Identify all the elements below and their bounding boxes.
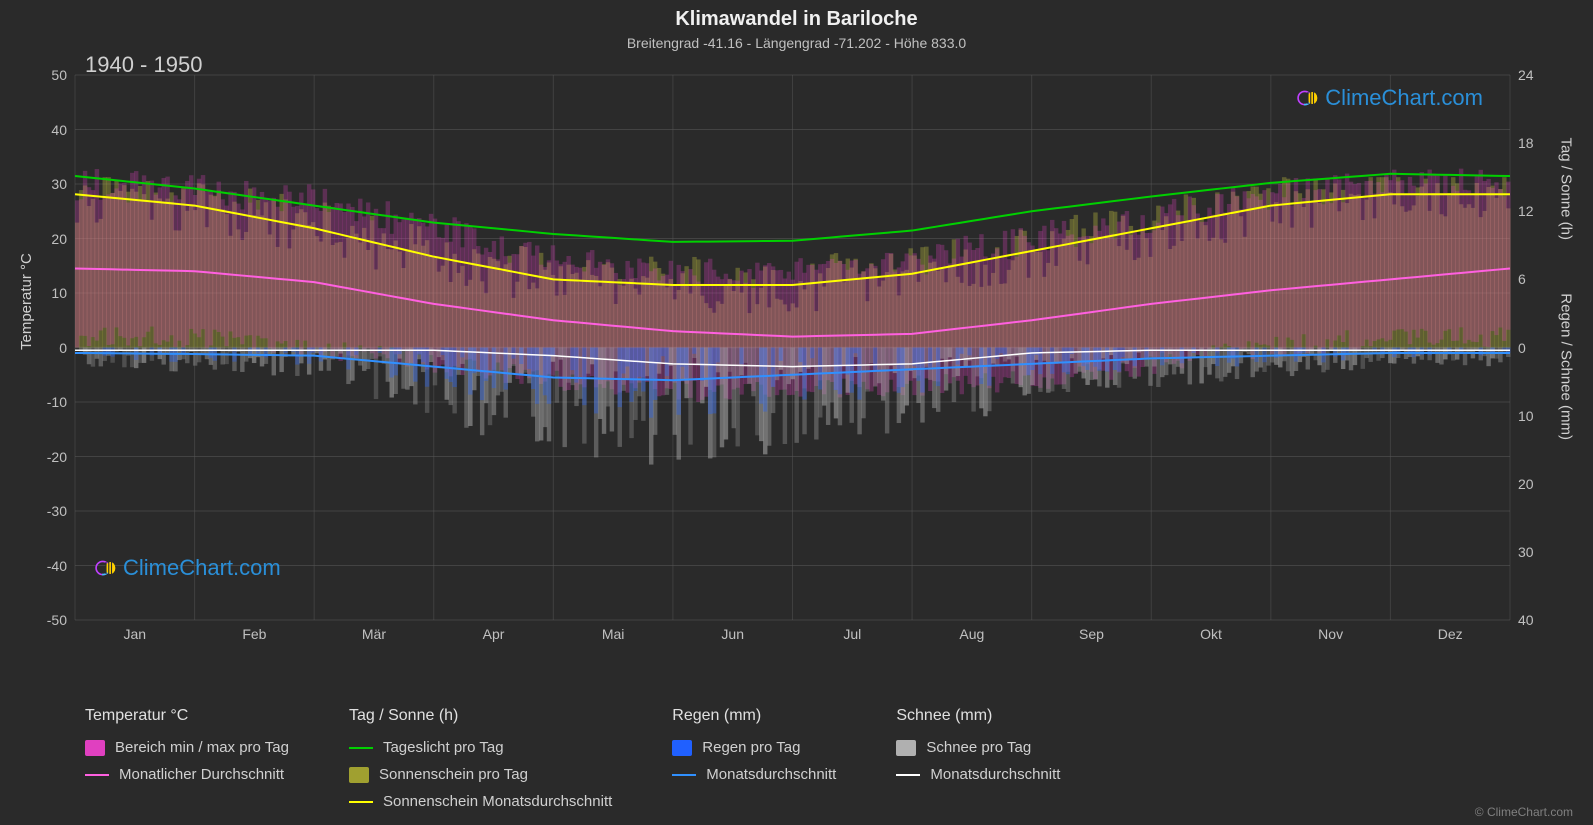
- y-tick-left: 20: [37, 231, 67, 247]
- y-axis-right-top-label: Tag / Sonne (h): [1558, 137, 1575, 240]
- legend-swatch: [896, 740, 916, 756]
- x-tick-month: Aug: [942, 626, 1002, 642]
- legend-swatch: [85, 774, 109, 776]
- logo-icon: [95, 557, 117, 579]
- legend-item: Monatlicher Durchschnitt: [85, 766, 289, 783]
- x-tick-month: Mai: [583, 626, 643, 642]
- legend-label: Regen pro Tag: [702, 739, 800, 756]
- y-tick-left: 0: [37, 340, 67, 356]
- legend-item: Schnee pro Tag: [896, 739, 1060, 756]
- x-tick-month: Nov: [1301, 626, 1361, 642]
- legend-header: Schnee (mm): [896, 707, 1060, 725]
- legend-item: Monatsdurchschnitt: [896, 766, 1060, 783]
- legend-swatch: [672, 740, 692, 756]
- legend-group: Temperatur °C Bereich min / max pro Tag Mo…: [85, 707, 289, 810]
- y-tick-right-top: 12: [1518, 203, 1548, 219]
- x-tick-month: Sep: [1061, 626, 1121, 642]
- y-axis-right-bottom-label: Regen / Schnee (mm): [1558, 293, 1575, 440]
- y-tick-right-top: 18: [1518, 135, 1548, 151]
- y-tick-left: 10: [37, 285, 67, 301]
- chart-svg: [75, 75, 1510, 620]
- y-tick-left: 30: [37, 176, 67, 192]
- y-tick-right-top: 6: [1518, 271, 1548, 287]
- legend-label: Bereich min / max pro Tag: [115, 739, 289, 756]
- legend-swatch: [896, 774, 920, 776]
- legend-label: Sonnenschein pro Tag: [379, 766, 528, 783]
- legend-item: Sonnenschein pro Tag: [349, 766, 612, 783]
- legend-group: Schnee (mm) Schnee pro Tag Monatsdurchschn…: [896, 707, 1060, 810]
- chart-subtitle: Breitengrad -41.16 - Längengrad -71.202 …: [0, 35, 1593, 51]
- legend-item: Regen pro Tag: [672, 739, 836, 756]
- legend-item: Monatsdurchschnitt: [672, 766, 836, 783]
- y-tick-right-bottom: 10: [1518, 408, 1548, 424]
- legend-swatch: [672, 774, 696, 776]
- y-tick-left: -30: [37, 503, 67, 519]
- logo-icon: [1297, 87, 1319, 109]
- y-tick-left: -40: [37, 558, 67, 574]
- legend-swatch: [85, 740, 105, 756]
- watermark-text: ClimeChart.com: [123, 555, 281, 581]
- chart-title: Klimawandel in Bariloche: [0, 8, 1593, 31]
- x-tick-month: Apr: [464, 626, 524, 642]
- credit: © ClimeChart.com: [1475, 805, 1573, 819]
- legend-label: Monatsdurchschnitt: [930, 766, 1060, 783]
- y-axis-left-label: Temperatur °C: [18, 253, 35, 350]
- legend-item: Sonnenschein Monatsdurchschnitt: [349, 793, 612, 810]
- legend: Temperatur °C Bereich min / max pro Tag Mo…: [85, 707, 1553, 810]
- watermark-bottom: ClimeChart.com: [95, 555, 281, 581]
- x-tick-month: Okt: [1181, 626, 1241, 642]
- legend-group: Regen (mm) Regen pro Tag Monatsdurchschnit…: [672, 707, 836, 810]
- legend-label: Monatsdurchschnitt: [706, 766, 836, 783]
- x-tick-month: Mär: [344, 626, 404, 642]
- y-tick-right-bottom: 20: [1518, 476, 1548, 492]
- legend-label: Schnee pro Tag: [926, 739, 1031, 756]
- y-tick-right-bottom: 40: [1518, 612, 1548, 628]
- legend-header: Tag / Sonne (h): [349, 707, 612, 725]
- y-tick-left: -10: [37, 394, 67, 410]
- legend-swatch: [349, 767, 369, 783]
- y-tick-right-bottom: 30: [1518, 544, 1548, 560]
- x-tick-month: Jul: [822, 626, 882, 642]
- y-tick-right-top: 24: [1518, 67, 1548, 83]
- legend-header: Regen (mm): [672, 707, 836, 725]
- legend-header: Temperatur °C: [85, 707, 289, 725]
- plot-area: [75, 75, 1510, 620]
- x-tick-month: Feb: [224, 626, 284, 642]
- y-tick-right-top: 0: [1518, 340, 1548, 356]
- x-tick-month: Dez: [1420, 626, 1480, 642]
- legend-item: Bereich min / max pro Tag: [85, 739, 289, 756]
- y-tick-left: 50: [37, 67, 67, 83]
- legend-label: Sonnenschein Monatsdurchschnitt: [383, 793, 612, 810]
- x-tick-month: Jan: [105, 626, 165, 642]
- legend-swatch: [349, 747, 373, 749]
- y-tick-left: -50: [37, 612, 67, 628]
- watermark-text: ClimeChart.com: [1325, 85, 1483, 111]
- y-tick-left: 40: [37, 122, 67, 138]
- climate-chart: Klimawandel in Bariloche Breitengrad -41…: [0, 0, 1593, 825]
- legend-group: Tag / Sonne (h) Tageslicht pro Tag Sonnens…: [349, 707, 612, 810]
- y-tick-left: -20: [37, 449, 67, 465]
- legend-swatch: [349, 801, 373, 803]
- x-tick-month: Jun: [703, 626, 763, 642]
- legend-label: Monatlicher Durchschnitt: [119, 766, 284, 783]
- legend-label: Tageslicht pro Tag: [383, 739, 504, 756]
- legend-item: Tageslicht pro Tag: [349, 739, 612, 756]
- watermark-top: ClimeChart.com: [1297, 85, 1483, 111]
